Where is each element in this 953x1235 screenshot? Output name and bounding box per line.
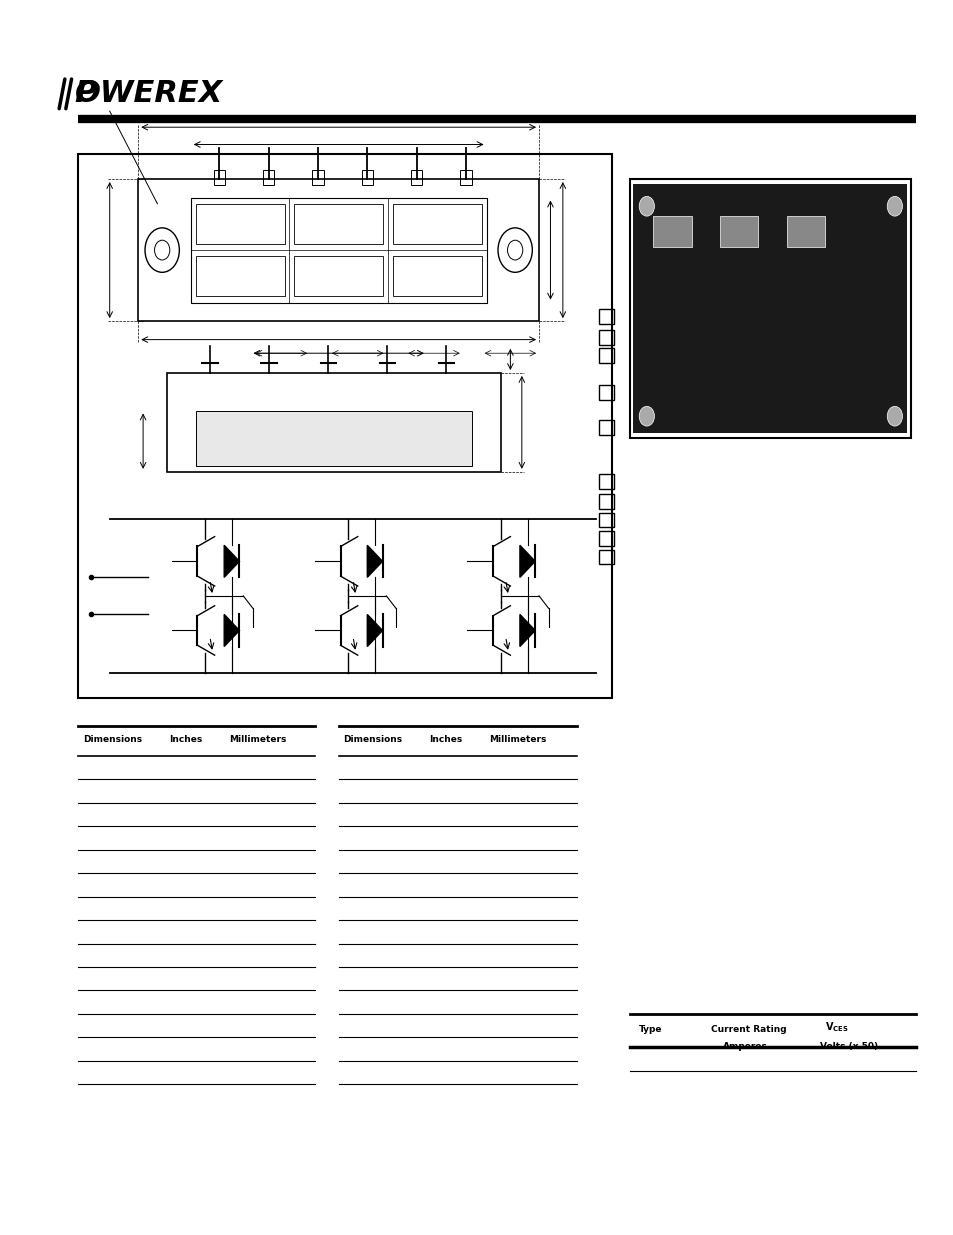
Bar xyxy=(167,373,500,472)
Text: Dimensions: Dimensions xyxy=(83,735,142,745)
Bar xyxy=(598,385,614,400)
Bar xyxy=(294,257,383,296)
Bar xyxy=(361,170,373,185)
Bar xyxy=(598,550,614,564)
Bar xyxy=(312,170,323,185)
Bar xyxy=(598,309,614,324)
Bar xyxy=(78,154,612,698)
Bar xyxy=(195,204,284,245)
Text: $\mathbf{V_{CES}}$: $\mathbf{V_{CES}}$ xyxy=(824,1020,848,1035)
Text: Volts (x 50): Volts (x 50) xyxy=(820,1041,878,1051)
Bar xyxy=(263,170,274,185)
Bar xyxy=(629,179,910,438)
Text: Inches: Inches xyxy=(429,735,462,745)
Text: Millimeters: Millimeters xyxy=(229,735,286,745)
Bar xyxy=(633,184,906,433)
Bar xyxy=(653,216,691,247)
Bar xyxy=(213,170,225,185)
Polygon shape xyxy=(224,546,239,578)
Text: Type: Type xyxy=(639,1025,662,1035)
Bar xyxy=(195,411,472,466)
Bar xyxy=(411,170,422,185)
Bar xyxy=(786,216,824,247)
Bar xyxy=(393,204,481,245)
Bar xyxy=(598,330,614,345)
Bar xyxy=(459,170,471,185)
Polygon shape xyxy=(224,615,239,647)
Text: OWEREX: OWEREX xyxy=(74,79,222,109)
Bar xyxy=(393,257,481,296)
Circle shape xyxy=(639,406,654,426)
Text: Inches: Inches xyxy=(169,735,202,745)
Bar xyxy=(598,531,614,546)
Circle shape xyxy=(886,196,902,216)
Bar xyxy=(598,474,614,489)
Text: P: P xyxy=(74,79,96,109)
Polygon shape xyxy=(519,615,535,647)
Bar xyxy=(598,348,614,363)
Polygon shape xyxy=(367,546,382,578)
Bar xyxy=(191,198,486,303)
Text: Dimensions: Dimensions xyxy=(343,735,402,745)
Bar xyxy=(598,494,614,509)
Bar xyxy=(138,179,538,321)
Polygon shape xyxy=(367,615,382,647)
Bar xyxy=(598,420,614,435)
Bar xyxy=(195,257,284,296)
Bar xyxy=(598,513,614,527)
Text: Millimeters: Millimeters xyxy=(489,735,546,745)
Text: Amperes: Amperes xyxy=(722,1041,767,1051)
Bar xyxy=(720,216,758,247)
Circle shape xyxy=(886,406,902,426)
Bar xyxy=(294,204,383,245)
Text: Current Rating: Current Rating xyxy=(710,1025,785,1035)
Circle shape xyxy=(639,196,654,216)
Polygon shape xyxy=(519,546,535,578)
